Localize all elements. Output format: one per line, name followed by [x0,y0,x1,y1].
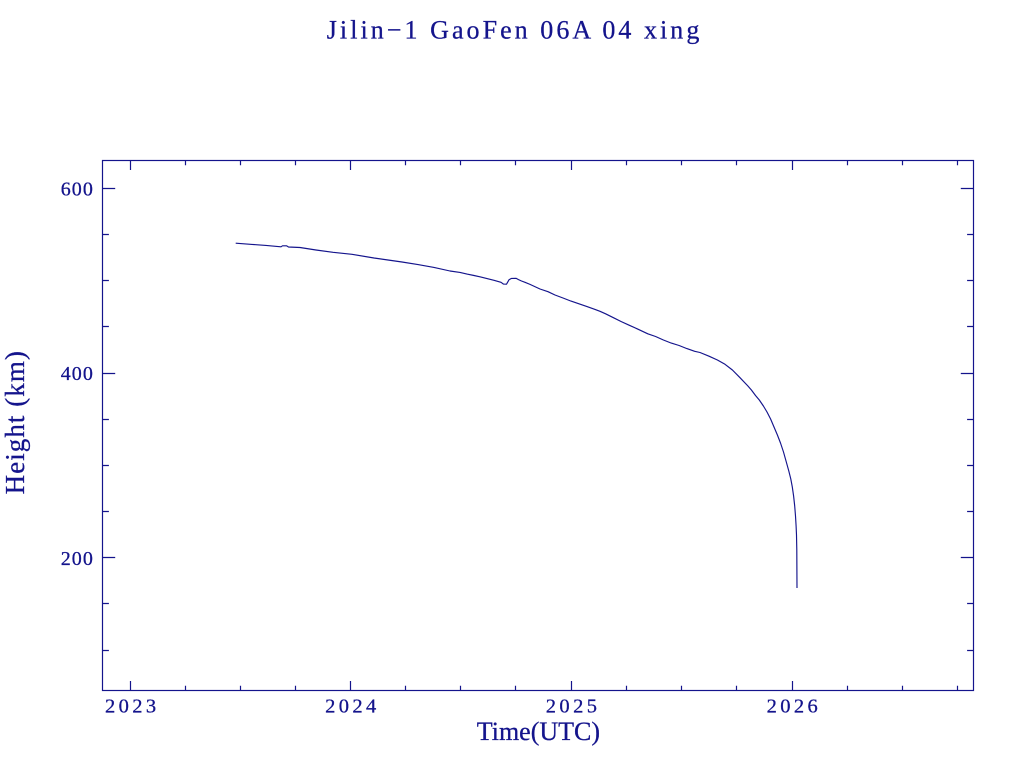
svg-text:Height (km): Height (km) [0,350,30,494]
svg-text:600: 600 [61,178,94,200]
svg-text:Time(UTC): Time(UTC) [477,717,600,746]
svg-text:2025: 2025 [546,696,601,718]
svg-text:200: 200 [61,548,94,570]
svg-text:2023: 2023 [105,696,160,718]
svg-text:400: 400 [61,363,94,385]
svg-text:2024: 2024 [325,696,380,718]
svg-text:Jilin−1 GaoFen 06A 04 xing: Jilin−1 GaoFen 06A 04 xing [327,15,703,44]
svg-text:2026: 2026 [767,696,822,718]
